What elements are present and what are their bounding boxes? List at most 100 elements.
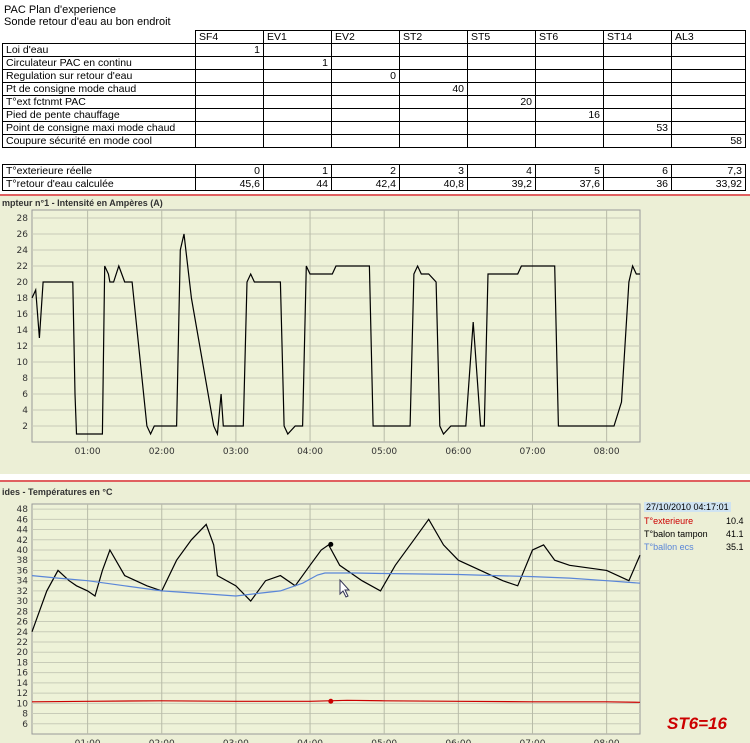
param-label: Regulation sur retour d'eau (2, 69, 196, 83)
param-label: T°ext fctnmt PAC (2, 95, 196, 109)
temperature-cell: 7,3 (671, 164, 746, 178)
legend-value: 10.4 (726, 516, 744, 526)
column-header: SF4 (195, 30, 264, 44)
temperature-cell: 39,2 (467, 177, 536, 191)
temperature-cell: 0 (195, 164, 264, 178)
column-header: ST6 (535, 30, 604, 44)
param-cell (331, 121, 400, 135)
param-cell (467, 69, 536, 83)
temperature-cell: 3 (399, 164, 468, 178)
param-cell (399, 43, 468, 57)
legend-value: 41.1 (726, 529, 744, 539)
plot-area (31, 503, 641, 735)
column-header: EV2 (331, 30, 400, 44)
y-tick-label: 26 (17, 618, 29, 628)
y-tick-label: 36 (17, 566, 29, 576)
temperature-chart-panel: ides - Températures en °C 6 8 10 12 14 16 18 20… (0, 480, 750, 743)
column-header: ST5 (467, 30, 536, 44)
x-tick-label: 03:00 (223, 447, 249, 457)
y-tick-label: 24 (17, 246, 29, 256)
param-cell (467, 108, 536, 122)
temperature-cell: 45,6 (195, 177, 264, 191)
param-cell (671, 82, 746, 96)
param-cell (263, 108, 332, 122)
param-cell (263, 69, 332, 83)
param-cell: 16 (535, 108, 604, 122)
param-cell: 58 (671, 134, 746, 148)
y-tick-label: 40 (17, 546, 29, 556)
param-cell: 1 (195, 43, 264, 57)
param-cell (331, 82, 400, 96)
y-tick-label: 28 (17, 214, 29, 224)
column-header: EV1 (263, 30, 332, 44)
temperature-cell: 6 (603, 164, 672, 178)
temperature-row: T°exterieure réelle 0 1 2 3 4 5 6 7,3 (2, 164, 746, 178)
x-tick-label: 01:00 (75, 739, 101, 743)
empty-corner-cell (2, 30, 196, 44)
legend-item: T°balon tampon 41.1 (644, 529, 744, 539)
param-cell (603, 95, 672, 109)
param-row: Regulation sur retour d'eau 0 (2, 69, 746, 83)
y-tick-label: 10 (17, 358, 29, 368)
param-cell (263, 43, 332, 57)
param-cell (467, 43, 536, 57)
temperature-label: T°retour d'eau calculée (2, 177, 196, 191)
param-cell (195, 95, 264, 109)
param-cell (535, 69, 604, 83)
y-tick-label: 20 (17, 648, 29, 658)
param-cell (603, 56, 672, 70)
param-cell (671, 69, 746, 83)
x-tick-label: 05:00 (371, 447, 397, 457)
param-cell (603, 43, 672, 57)
param-row: T°ext fctnmt PAC 20 (2, 95, 746, 109)
param-cell (195, 82, 264, 96)
y-tick-label: 4 (22, 406, 28, 416)
param-cell (331, 95, 400, 109)
param-cell (195, 108, 264, 122)
legend-name: T°ballon ecs (644, 542, 694, 552)
param-cell (671, 108, 746, 122)
x-tick-label: 08:00 (594, 447, 620, 457)
y-tick-label: 42 (17, 536, 28, 546)
series-line (31, 233, 640, 437)
x-tick-label: 02:00 (149, 739, 175, 743)
param-cell (535, 56, 604, 70)
temperature-chart: 6810121416182022242628303234363840424446… (17, 503, 641, 743)
legend-timestamp: 27/10/2010 04:17:01 (644, 502, 731, 512)
y-tick-label: 16 (17, 669, 29, 679)
param-cell (399, 121, 468, 135)
y-tick-label: 2 (22, 422, 28, 432)
legend-name: T°balon tampon (644, 529, 708, 539)
y-tick-label: 8 (22, 374, 28, 384)
legend-item: T°exterieure 10.4 (644, 516, 744, 526)
temperature-cell: 42,4 (331, 177, 400, 191)
param-row: Pied de pente chauffage 16 (2, 108, 746, 122)
param-cell (671, 56, 746, 70)
series-line (31, 518, 641, 633)
page-title: PAC Plan d'experience (4, 4, 116, 16)
param-cell (535, 121, 604, 135)
param-row: Circulateur PAC en continu 1 (2, 56, 746, 70)
param-cell (263, 95, 332, 109)
temperature-cell: 2 (331, 164, 400, 178)
param-label: Pt de consigne mode chaud (2, 82, 196, 96)
param-cell (603, 134, 672, 148)
param-cell (331, 108, 400, 122)
temperature-table: T°exterieure réelle 0 1 2 3 4 5 6 7,3 T°retour d'… (2, 164, 746, 191)
param-cell (399, 95, 468, 109)
param-label: Coupure sécurité en mode cool (2, 134, 196, 148)
param-cell (467, 134, 536, 148)
param-cell: 40 (399, 82, 468, 96)
param-cell (671, 43, 746, 57)
temperature-cell: 37,6 (535, 177, 604, 191)
mouse-cursor-icon (339, 578, 351, 598)
y-tick-label: 12 (17, 689, 28, 699)
page-subtitle: Sonde retour d'eau au bon endroit (4, 16, 171, 28)
x-tick-label: 08:00 (594, 739, 620, 743)
temperature-cell: 4 (467, 164, 536, 178)
x-tick-label: 06:00 (445, 447, 471, 457)
temperature-chart-title: ides - Températures en °C (2, 487, 113, 497)
param-cell: 20 (467, 95, 536, 109)
y-tick-label: 38 (17, 556, 29, 566)
param-cell (399, 108, 468, 122)
